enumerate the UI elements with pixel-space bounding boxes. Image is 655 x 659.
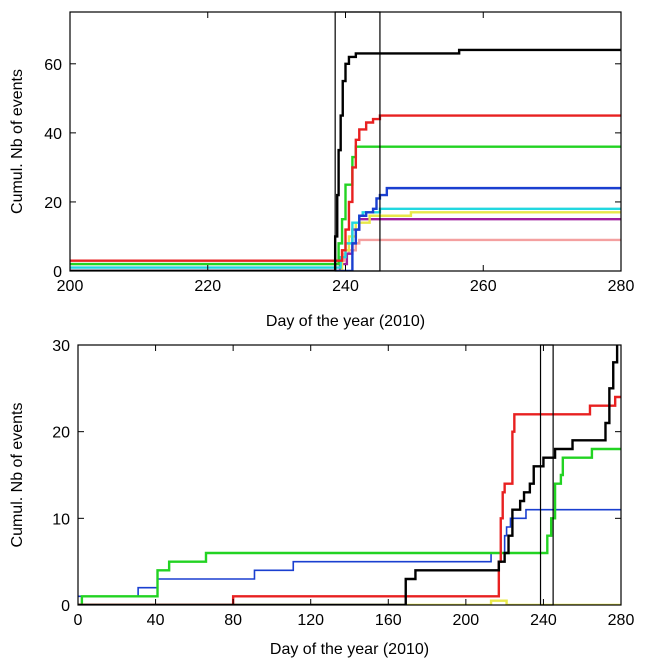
y-tick-label: 40 bbox=[44, 126, 62, 143]
series-line-7 bbox=[70, 48, 621, 271]
y-axis-title: Cumul. Nb of events bbox=[9, 69, 26, 214]
x-tick-label: 280 bbox=[608, 278, 635, 295]
series-group bbox=[70, 48, 621, 271]
series-line-3 bbox=[78, 395, 621, 605]
x-axis-title: Day of the year (2010) bbox=[270, 641, 429, 658]
y-tick-label: 30 bbox=[52, 338, 70, 355]
plot-frame bbox=[77, 344, 622, 606]
series-line-0 bbox=[78, 599, 621, 605]
x-tick-label: 200 bbox=[453, 612, 480, 629]
series-line-2 bbox=[78, 447, 621, 605]
series-line-6 bbox=[70, 114, 621, 262]
x-tick-label: 240 bbox=[530, 612, 557, 629]
x-axis-title: Day of the year (2010) bbox=[266, 313, 425, 330]
top-chart-panel: 200 220 240 260 280 0 20 40 60 Day of the year (2… bbox=[9, 11, 635, 330]
x-tick-label: 0 bbox=[74, 612, 83, 629]
x-tick-label: 280 bbox=[608, 612, 635, 629]
x-tick-label: 240 bbox=[332, 278, 359, 295]
x-tick-label: 40 bbox=[147, 612, 165, 629]
y-tick-label: 10 bbox=[52, 511, 70, 528]
x-tick-label: 120 bbox=[297, 612, 324, 629]
highlight-window bbox=[539, 344, 554, 606]
y-axis-title: Cumul. Nb of events bbox=[9, 403, 26, 548]
x-tick-label: 260 bbox=[470, 278, 497, 295]
x-tick-label: 220 bbox=[194, 278, 221, 295]
x-tick-label: 160 bbox=[375, 612, 402, 629]
series-line-3 bbox=[70, 207, 621, 269]
y-tick-label: 20 bbox=[52, 425, 70, 442]
series-group bbox=[78, 345, 621, 605]
y-tick-label: 60 bbox=[44, 57, 62, 74]
y-tick-label: 0 bbox=[61, 598, 70, 615]
series-line-4 bbox=[78, 345, 619, 605]
bottom-chart-panel: 0 40 80 120 160 200 240 280 0 10 20 30 Day of the ye… bbox=[9, 338, 634, 658]
y-tick-label: 20 bbox=[44, 195, 62, 212]
y-tick-label: 0 bbox=[53, 264, 62, 281]
x-tick-label: 80 bbox=[224, 612, 242, 629]
x-tick-label: 200 bbox=[57, 278, 84, 295]
